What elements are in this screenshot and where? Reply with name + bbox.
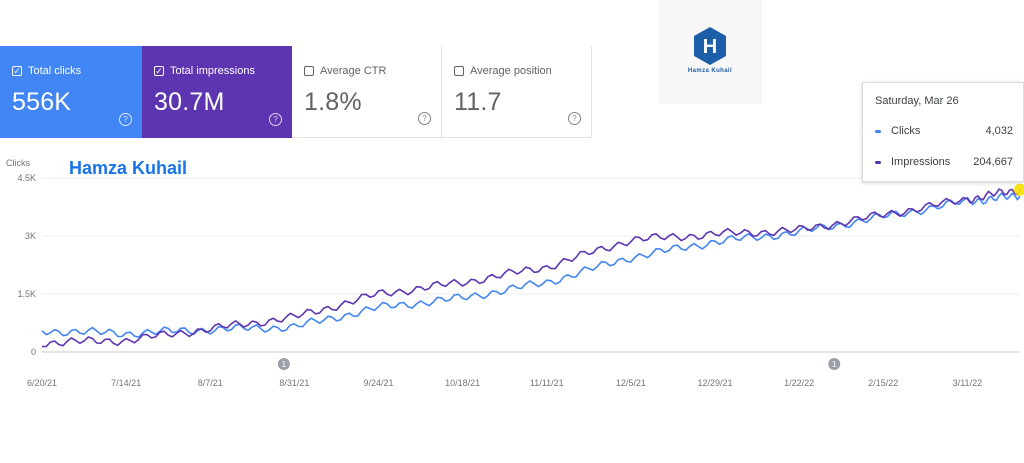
x-tick-label: 9/24/21 xyxy=(364,378,394,388)
total-clicks-card[interactable]: ✓ Total clicks 556K ? xyxy=(0,46,142,138)
help-icon[interactable]: ? xyxy=(418,112,431,125)
hover-point-marker xyxy=(1014,183,1024,196)
card-label: Average position xyxy=(470,65,552,77)
chart-tooltip: Saturday, Mar 26 Clicks 4,032 Impression… xyxy=(862,82,1024,182)
x-tick-label: 10/18/21 xyxy=(445,378,480,388)
y-tick-label: 4.5K xyxy=(17,173,36,183)
watermark-text: Hamza Kuhail xyxy=(69,158,188,178)
card-value: 11.7 xyxy=(454,88,502,116)
tooltip-series-value: 4,032 xyxy=(985,125,1013,137)
average-position-card[interactable]: Average position 11.7 ? xyxy=(442,46,592,138)
x-tick-label: 2/15/22 xyxy=(868,378,898,388)
annotation-marker xyxy=(277,358,290,370)
card-label: Total impressions xyxy=(170,65,255,77)
x-tick-label: 8/31/21 xyxy=(279,378,309,388)
tooltip-series-name: Impressions xyxy=(891,156,951,168)
tooltip-date: Saturday, Mar 26 xyxy=(875,95,959,107)
card-label: Average CTR xyxy=(320,65,387,77)
card-value: 30.7M xyxy=(154,88,225,116)
annotation-label: 1 xyxy=(282,360,287,369)
help-icon[interactable]: ? xyxy=(119,113,132,126)
x-tick-label: 12/5/21 xyxy=(616,378,646,388)
average-ctr-card[interactable]: Average CTR 1.8% ? xyxy=(292,46,442,138)
help-icon[interactable]: ? xyxy=(568,112,581,125)
brand-logo: H Hamza Kuhail xyxy=(658,0,762,104)
impressions-legend-swatch xyxy=(875,161,881,164)
tooltip-row-clicks: Clicks 4,032 xyxy=(875,125,1023,139)
series-line-impressions xyxy=(41,188,1021,348)
hexagon-logo-icon: H xyxy=(694,27,726,65)
checkbox-checked-icon[interactable]: ✓ xyxy=(12,66,22,76)
tooltip-series-value: 204,667 xyxy=(973,156,1013,168)
help-icon[interactable]: ? xyxy=(269,113,282,126)
card-value: 556K xyxy=(12,88,72,116)
y-tick-label: 1.5K xyxy=(17,289,36,299)
performance-line-chart: Clicks 0 1.5K 3K 4.5K 6/20/21 7/14/21 8/7/21 8/3… xyxy=(6,158,1024,388)
annotation-marker xyxy=(828,358,841,370)
x-tick-label: 8/7/21 xyxy=(198,378,223,388)
card-value: 1.8% xyxy=(304,88,362,116)
card-label: Total clicks xyxy=(28,65,82,77)
logo-letter: H xyxy=(703,36,717,58)
x-tick-label: 1/22/22 xyxy=(784,378,814,388)
y-tick-label: 3K xyxy=(25,231,36,241)
x-tick-label: 11/11/21 xyxy=(530,378,564,388)
x-tick-label: 3/11/22 xyxy=(953,378,982,388)
tooltip-row-impressions: Impressions 204,667 xyxy=(875,156,1023,170)
checkbox-checked-icon[interactable]: ✓ xyxy=(154,66,164,76)
series-line-clicks xyxy=(41,192,1021,338)
total-impressions-card[interactable]: ✓ Total impressions 30.7M ? xyxy=(142,46,292,138)
y-tick-label: 0 xyxy=(31,347,36,357)
annotation-label: 1 xyxy=(832,360,837,369)
checkbox-unchecked-icon[interactable] xyxy=(304,66,314,76)
checkbox-unchecked-icon[interactable] xyxy=(454,66,464,76)
y-axis-title: Clicks xyxy=(6,158,30,168)
x-tick-label: 7/14/21 xyxy=(111,378,141,388)
x-tick-label: 12/29/21 xyxy=(698,378,733,388)
clicks-legend-swatch xyxy=(875,130,881,133)
x-tick-label: 6/20/21 xyxy=(27,378,57,388)
logo-text: Hamza Kuhail xyxy=(687,68,733,74)
tooltip-series-name: Clicks xyxy=(891,125,921,137)
metric-cards: ✓ Total clicks 556K ? ✓ Total impression… xyxy=(0,46,592,138)
